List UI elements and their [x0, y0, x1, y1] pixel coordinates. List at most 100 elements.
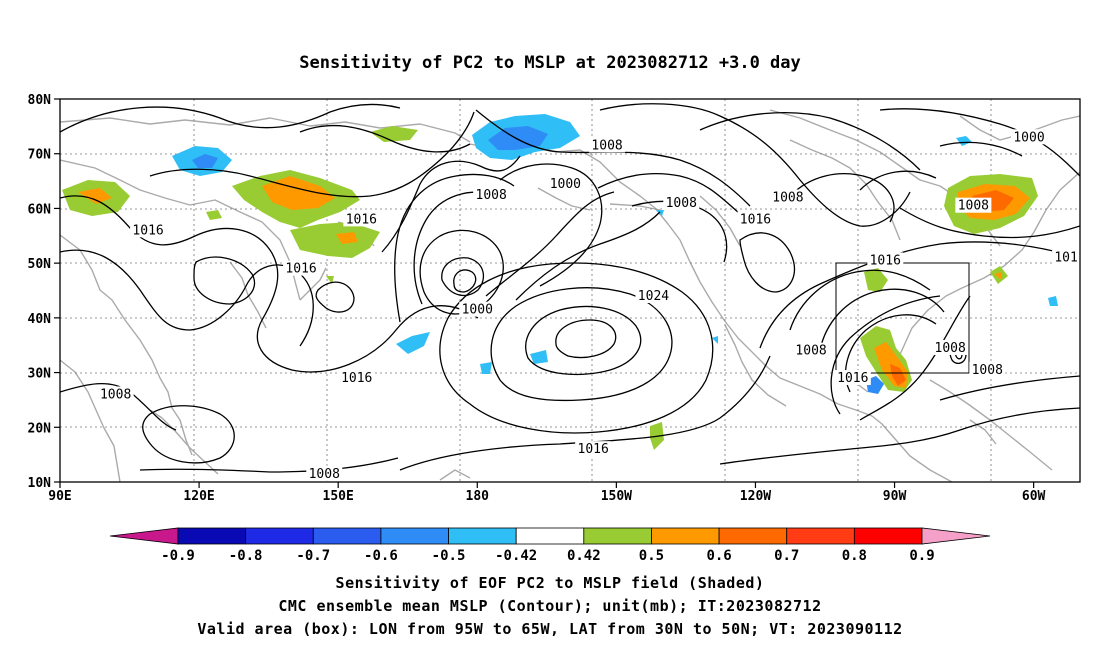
contour-label-bg — [473, 186, 510, 202]
negative-region — [488, 126, 548, 150]
colorbar-label: 0.42 — [567, 548, 601, 564]
contour-label: 101 — [1054, 251, 1077, 266]
contour-label: 1016 — [837, 371, 868, 386]
colorbar-swatch — [245, 527, 314, 545]
contour-label: 1008 — [958, 199, 989, 214]
lat-tick-label: 70N — [28, 148, 52, 163]
contour-label: 1008 — [972, 363, 1003, 378]
contour-label-bg — [130, 222, 167, 238]
contour-label-bg — [283, 260, 320, 276]
colorbar-label: -0.42 — [495, 548, 537, 564]
negative-region — [1048, 296, 1058, 306]
colorbar-swatch — [583, 527, 652, 545]
colorbar-swatch — [312, 527, 382, 545]
contour-label-bg — [575, 441, 612, 457]
contour-label: 1008 — [666, 196, 697, 211]
contour-label-bg — [547, 175, 584, 191]
lat-tick-label: 50N — [28, 257, 52, 272]
positive-region — [78, 188, 112, 204]
positive-region — [206, 210, 222, 220]
contour-label-bg — [969, 361, 1006, 377]
contour-label-bg — [955, 197, 992, 213]
contour-label-bg — [793, 342, 830, 358]
caption-line-1: Sensitivity of EOF PC2 to MSLP field (Sh… — [335, 574, 765, 592]
colorbar-label: 0.9 — [909, 548, 934, 564]
longitude-axis: 90E 120E 150E 180 150W 120W 90W 60W — [48, 482, 1046, 504]
colorbar-label: 0.6 — [706, 548, 731, 564]
negative-region — [192, 154, 218, 168]
contour-label-bg — [932, 339, 969, 355]
colorbar-label: -0.7 — [296, 548, 330, 564]
colorbar-swatch — [515, 527, 585, 545]
contour-label-bg — [97, 386, 134, 402]
colorbar: -0.9 -0.8 -0.7 -0.6 -0.5 -0.42 0.42 0.5 0.6 0.7 0.… — [109, 527, 991, 564]
contour-label: 1000 — [1013, 130, 1044, 145]
colorbar-label: -0.6 — [364, 548, 398, 564]
lat-tick-label: 30N — [28, 367, 52, 382]
mslp-contours — [60, 103, 1080, 473]
contour-label: 1000 — [462, 303, 493, 318]
contour-label-bg — [338, 370, 375, 386]
colorbar-label: 0.8 — [842, 548, 867, 564]
contour-label: 1016 — [578, 442, 609, 457]
lon-tick-label: 120W — [740, 489, 771, 504]
negative-region — [480, 362, 492, 374]
colorbar-label: -0.5 — [432, 548, 466, 564]
lat-tick-label: 10N — [28, 476, 52, 491]
negative-region — [656, 210, 664, 216]
colorbar-label: 0.7 — [774, 548, 799, 564]
caption-line-2: CMC ensemble mean MSLP (Contour); unit(m… — [278, 597, 822, 615]
contour-label-bg — [867, 252, 904, 268]
latitude-axis: 80N 70N 60N 50N 40N 30N 20N 10N — [28, 93, 60, 491]
lon-tick-label: 180 — [466, 489, 490, 504]
colorbar-swatch — [448, 527, 517, 545]
contour-label: 1024 — [638, 289, 669, 304]
contour-label: 1008 — [476, 188, 507, 203]
colorbar-right-arrow — [921, 527, 991, 545]
contour-label-bg — [306, 465, 343, 481]
lon-tick-label: 120E — [183, 489, 214, 504]
lon-tick-label: 60W — [1022, 489, 1046, 504]
contour-label: 1008 — [309, 467, 340, 482]
positive-region — [864, 268, 888, 292]
contour-label-bg — [663, 194, 700, 210]
colorbar-label: -0.9 — [161, 548, 195, 564]
contour-label: 1008 — [772, 190, 803, 205]
positive-region — [994, 272, 1002, 280]
lon-tick-label: 90E — [48, 489, 71, 504]
contour-label-bg — [589, 137, 626, 153]
lon-tick-label: 150W — [601, 489, 632, 504]
negative-region — [956, 136, 972, 146]
contour-label: 1008 — [100, 387, 131, 402]
positive-region — [370, 126, 418, 142]
contour-label: 1008 — [795, 344, 826, 359]
contour-label: 1016 — [285, 262, 316, 277]
contour-label-bg — [769, 189, 806, 205]
lat-tick-label: 80N — [28, 93, 52, 108]
colorbar-swatch — [651, 527, 720, 545]
figure-title: Sensitivity of PC2 to MSLP at 2023082712… — [299, 53, 801, 73]
contour-label: 1016 — [740, 212, 771, 227]
contour-label: 1000 — [550, 177, 581, 192]
caption-line-3: Valid area (box): LON from 95W to 65W, L… — [197, 620, 903, 638]
contour-label: 1016 — [346, 212, 377, 227]
positive-region — [336, 232, 358, 244]
contour-label: 1016 — [341, 371, 372, 386]
contour-label-bg — [635, 287, 672, 303]
positive-region — [290, 222, 380, 258]
colorbar-swatch — [718, 527, 788, 545]
contour-label-bg — [1052, 249, 1080, 265]
negative-region — [530, 350, 548, 364]
colorbar-label: 0.5 — [639, 548, 664, 564]
contour-label-bg — [737, 211, 774, 227]
contour-label: 1016 — [870, 253, 901, 268]
map-frame — [59, 98, 1081, 483]
contour-label: 1008 — [935, 341, 966, 356]
positive-region — [890, 364, 906, 386]
contour-label: 1008 — [591, 139, 622, 154]
colorbar-label: -0.8 — [229, 548, 263, 564]
colorbar-swatch — [786, 527, 855, 545]
negative-region — [396, 332, 430, 354]
